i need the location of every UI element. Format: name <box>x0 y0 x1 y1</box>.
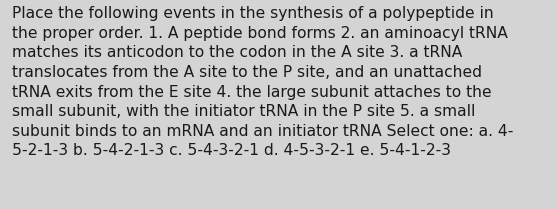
Text: Place the following events in the synthesis of a polypeptide in
the proper order: Place the following events in the synthe… <box>12 6 514 158</box>
